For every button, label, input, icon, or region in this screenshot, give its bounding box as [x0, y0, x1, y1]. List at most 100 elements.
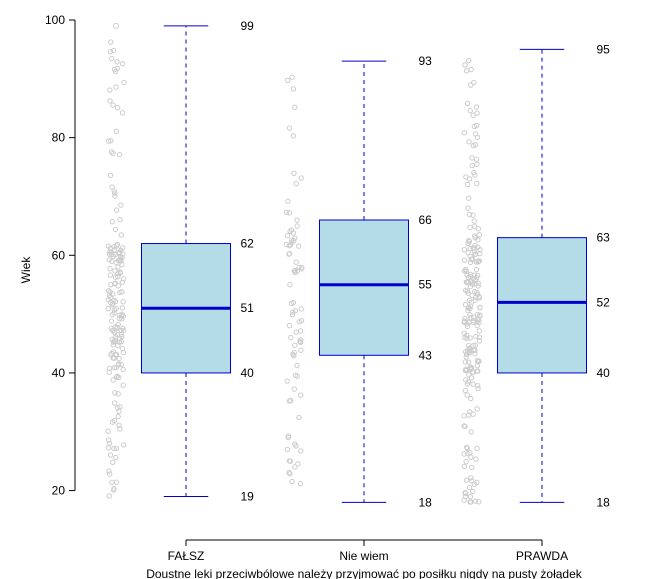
jitter-point — [466, 251, 470, 255]
jitter-point — [466, 182, 470, 186]
jitter-point — [288, 472, 292, 476]
jitter-point — [121, 383, 125, 387]
jitter-point — [470, 156, 474, 160]
jitter-point — [292, 387, 296, 391]
jitter-point — [464, 478, 468, 482]
x-tick-label: FAŁSZ — [168, 549, 205, 563]
jitter-point — [120, 62, 124, 66]
jitter-point — [108, 173, 112, 177]
jitter-point — [469, 455, 473, 459]
jitter-point — [110, 220, 114, 224]
jitter-point — [469, 396, 473, 400]
y-axis-title: Wiek — [19, 256, 33, 284]
jitter-point — [475, 162, 479, 166]
jitter-point — [285, 447, 289, 451]
box-value-label: 93 — [419, 54, 433, 68]
jitter-point — [117, 356, 121, 360]
jitter-point — [116, 414, 120, 418]
box-value-label: 99 — [241, 19, 255, 33]
jitter-point — [121, 367, 125, 371]
jitter-point — [291, 134, 295, 138]
jitter-point — [114, 208, 118, 212]
jitter-point — [285, 379, 289, 383]
jitter-point — [464, 459, 468, 463]
chart-svg: 20406080100Wiek9962514019FAŁSZ9366554318… — [0, 0, 653, 579]
jitter-point — [114, 85, 118, 89]
jitter-point — [464, 175, 468, 179]
jitter-point — [107, 472, 111, 476]
box-value-label: 18 — [419, 495, 433, 509]
box-value-label: 18 — [597, 495, 611, 509]
jitter-point — [475, 181, 479, 185]
jitter-point — [284, 210, 288, 214]
jitter-point — [286, 78, 290, 82]
jitter-point — [291, 87, 295, 91]
jitter-point — [111, 103, 115, 107]
jitter-point — [468, 225, 472, 229]
jitter-point — [474, 105, 478, 109]
jitter-point — [118, 218, 122, 222]
jitter-point — [464, 69, 468, 73]
jitter-point — [108, 453, 112, 457]
jitter-point — [466, 360, 470, 364]
jitter-point — [294, 260, 298, 264]
jitter-point — [475, 446, 479, 450]
jitter-point — [299, 176, 303, 180]
jitter-point — [297, 415, 301, 419]
jitter-point — [293, 465, 297, 469]
jitter-point — [122, 443, 126, 447]
jitter-point — [288, 282, 292, 286]
box-value-label: 40 — [241, 366, 255, 380]
jitter-point — [467, 485, 471, 489]
jitter-point — [475, 407, 479, 411]
jitter-point — [289, 335, 293, 339]
jitter-point — [299, 393, 303, 397]
boxplot-chart: 20406080100Wiek9962514019FAŁSZ9366554318… — [0, 0, 653, 579]
jitter-point — [106, 446, 110, 450]
jitter-point — [297, 244, 301, 248]
jitter-point — [298, 329, 302, 333]
jitter-point — [111, 460, 115, 464]
box-value-label: 51 — [241, 301, 255, 315]
jitter-point — [294, 181, 298, 185]
jitter-point — [106, 429, 110, 433]
jitter-point — [119, 233, 123, 237]
y-tick-label: 60 — [52, 248, 66, 262]
jitter-point — [462, 498, 466, 502]
jitter-point — [122, 80, 126, 84]
box-value-label: 95 — [597, 42, 611, 56]
jitter-point — [287, 126, 291, 130]
jitter-point — [298, 482, 302, 486]
jitter-point — [108, 273, 112, 277]
jitter-point — [115, 60, 119, 64]
jitter-point — [113, 227, 117, 231]
jitter-point — [471, 382, 475, 386]
jitter-point — [463, 63, 467, 67]
jitter-point — [299, 348, 303, 352]
jitter-point — [467, 140, 471, 144]
jitter-point — [108, 267, 112, 271]
jitter-point — [295, 224, 299, 228]
y-tick-label: 100 — [45, 13, 65, 27]
jitter-point — [468, 108, 472, 112]
jitter-point — [112, 401, 116, 405]
y-tick-label: 80 — [52, 131, 66, 145]
box-value-label: 66 — [419, 213, 433, 227]
jitter-point — [471, 412, 475, 416]
y-tick-label: 20 — [52, 484, 66, 498]
jitter-point — [472, 224, 476, 228]
jitter-point — [120, 306, 124, 310]
jitter-point — [295, 218, 299, 222]
jitter-point — [466, 58, 470, 62]
jitter-point — [474, 457, 478, 461]
jitter-point — [114, 129, 118, 133]
jitter-point — [469, 67, 473, 71]
jitter-point — [468, 494, 472, 498]
jitter-point — [287, 323, 291, 327]
jitter-point — [474, 267, 478, 271]
jitter-point — [117, 152, 121, 156]
jitter-point — [299, 307, 303, 311]
jitter-point — [469, 430, 473, 434]
box-value-label: 63 — [597, 231, 611, 245]
jitter-point — [462, 464, 466, 468]
